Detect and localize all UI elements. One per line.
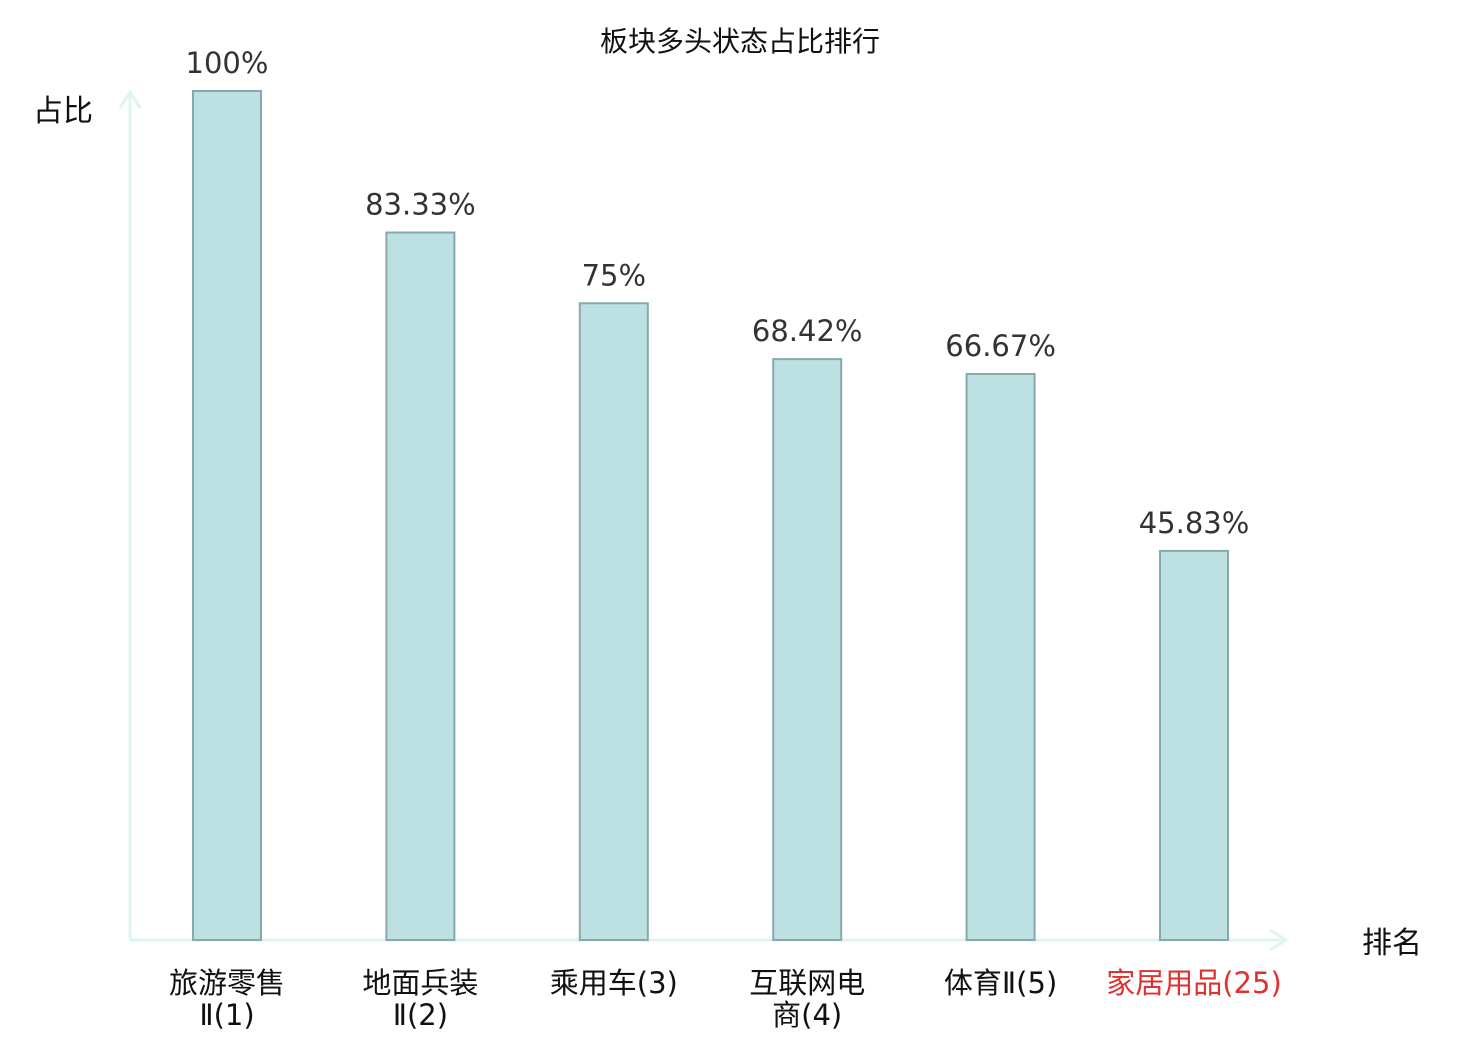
value-labels-group: 100% 83.33% 75% 68.42% 66.67% 45.83% (186, 46, 1250, 540)
y-axis-label: 占比 (33, 94, 93, 129)
bar-4 (772, 358, 843, 941)
value-label-6: 45.83% (1139, 506, 1250, 540)
x-axis-label: 排名 (1362, 926, 1422, 961)
value-label-2: 83.33% (365, 188, 476, 222)
chart-title: 板块多头状态占比排行 (600, 25, 880, 58)
category-label-1-line-1: 旅游零售 (169, 966, 285, 1000)
y-axis-arrow (118, 89, 142, 109)
y-axis (118, 89, 142, 940)
bar-6 (1159, 549, 1229, 942)
category-label-4-line-2: 商(4) (772, 998, 842, 1032)
category-label-6: 家居用品(25) (1106, 966, 1282, 1000)
value-label-5: 66.67% (945, 329, 1056, 363)
value-label-1: 100% (186, 46, 269, 80)
x-axis (130, 928, 1289, 952)
bar-3 (578, 302, 649, 941)
category-label-2-line-1: 地面兵装 (362, 966, 478, 1000)
category-label-3: 乘用车(3) (550, 966, 678, 1000)
bar-5 (965, 372, 1036, 942)
x-axis-arrow (1269, 928, 1289, 952)
value-label-4: 68.42% (752, 314, 863, 348)
bars-group (192, 90, 1229, 942)
value-label-3: 75% (582, 258, 646, 292)
bar-2 (385, 231, 456, 941)
category-label-4-line-1: 互联网电 (749, 966, 865, 1000)
category-label-5: 体育Ⅱ(5) (944, 966, 1057, 1000)
category-label-2-line-2: Ⅱ(2) (393, 998, 448, 1032)
category-label-1-line-2: Ⅱ(1) (199, 998, 254, 1032)
bar-1 (192, 90, 262, 941)
